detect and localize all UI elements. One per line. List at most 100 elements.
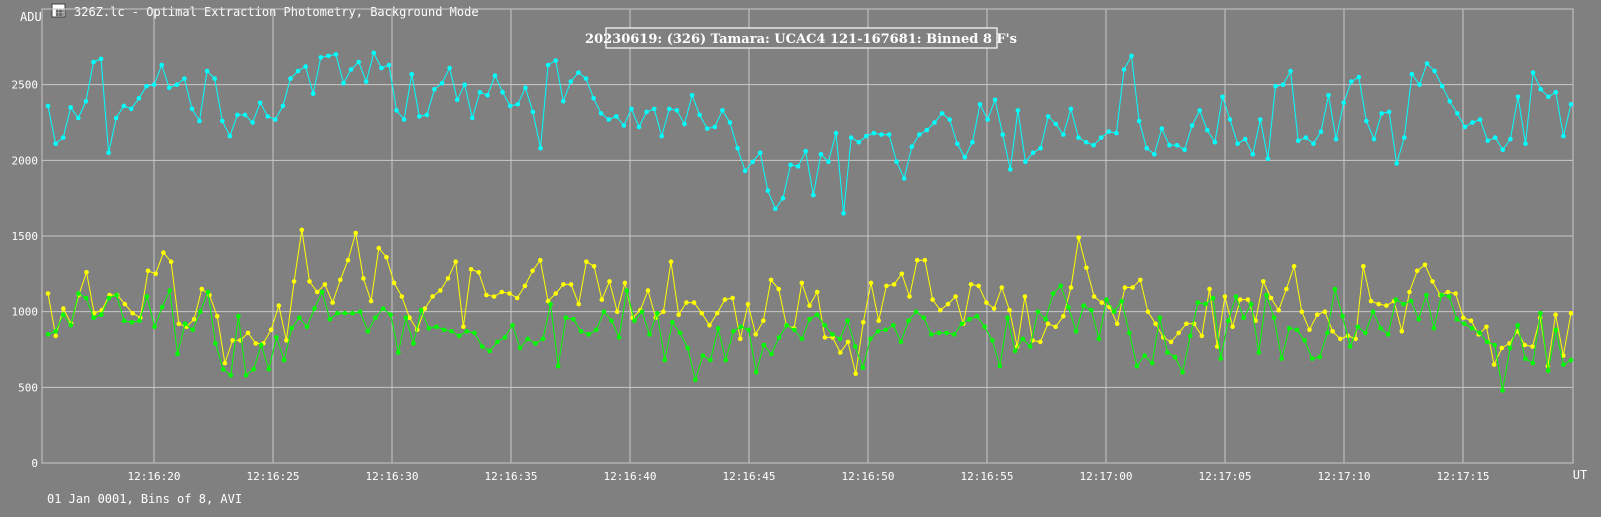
data-point [514, 295, 520, 301]
data-point [432, 86, 437, 92]
data-point [1470, 120, 1475, 125]
data-point [91, 310, 97, 316]
data-point [621, 123, 627, 128]
data-point [1061, 313, 1066, 319]
data-point [1317, 354, 1322, 360]
data-point [1414, 268, 1420, 274]
data-point [1439, 292, 1444, 298]
data-point [1499, 345, 1505, 351]
lightcurve-icon[interactable] [51, 3, 66, 18]
data-point [1145, 309, 1151, 315]
data-point [700, 353, 706, 358]
data-point [1386, 109, 1392, 115]
data-point [1005, 315, 1010, 321]
data-point [456, 333, 462, 339]
data-point [345, 257, 351, 263]
data-point [999, 285, 1005, 290]
data-point [91, 59, 96, 65]
x-tick-label: 12:17:15 [1437, 470, 1490, 483]
data-point [1326, 93, 1331, 98]
data-point [899, 271, 905, 277]
data-point [384, 254, 389, 260]
data-point [1492, 342, 1498, 348]
data-point [1142, 353, 1147, 358]
data-point [129, 320, 135, 325]
data-point [1530, 360, 1536, 366]
data-point [159, 304, 165, 310]
data-point [609, 318, 614, 324]
data-point [545, 62, 551, 68]
data-point [1182, 147, 1187, 152]
data-point [1176, 330, 1181, 336]
data-point [826, 159, 831, 165]
data-point [84, 270, 89, 275]
data-point [1340, 313, 1345, 319]
data-point [693, 377, 698, 383]
data-point [1043, 316, 1048, 322]
data-point [1153, 321, 1158, 327]
data-point [1500, 147, 1506, 152]
data-point [720, 108, 725, 113]
data-point [487, 348, 493, 354]
data-point [1439, 83, 1445, 89]
data-point [1197, 108, 1202, 113]
data-point [1445, 289, 1451, 295]
data-point [1076, 135, 1081, 140]
data-point [439, 80, 445, 86]
data-point [639, 309, 645, 315]
data-point [614, 309, 620, 315]
data-point [268, 327, 274, 333]
data-point [289, 326, 295, 331]
data-point [1546, 94, 1551, 100]
data-point [1222, 294, 1228, 299]
data-point [1353, 336, 1358, 342]
data-point [68, 323, 74, 328]
y-tick-label: 1500 [12, 230, 39, 243]
data-point [499, 289, 505, 295]
data-point [462, 82, 468, 87]
data-point [852, 344, 858, 349]
data-point [1393, 297, 1399, 302]
data-point [144, 294, 150, 299]
data-point [814, 312, 820, 318]
data-point [1099, 300, 1105, 305]
data-point [1061, 132, 1066, 137]
x-tick-label: 12:16:50 [842, 470, 895, 483]
data-point [1248, 301, 1254, 307]
data-point [1015, 108, 1021, 113]
data-point [970, 139, 975, 145]
data-point [583, 76, 589, 81]
data-point [1337, 336, 1343, 342]
data-point [1333, 136, 1339, 142]
data-point [765, 188, 771, 193]
data-point [1477, 330, 1482, 336]
data-point [341, 80, 346, 86]
data-point [1485, 138, 1490, 143]
data-point [968, 282, 974, 287]
data-point [500, 89, 505, 95]
data-point [122, 301, 128, 307]
data-point [363, 79, 369, 84]
data-point [426, 326, 432, 331]
data-point [106, 150, 111, 156]
data-point [1138, 277, 1143, 283]
series-line-2 [47, 229, 1572, 374]
data-point [1050, 291, 1056, 296]
data-point [145, 268, 151, 274]
data-point [768, 277, 774, 283]
data-point [144, 83, 149, 89]
data-point [1199, 333, 1205, 339]
data-point [1220, 94, 1225, 100]
data-point [281, 357, 287, 363]
data-point [670, 320, 675, 325]
data-point [1530, 70, 1536, 75]
data-point [1245, 297, 1251, 302]
data-point [245, 330, 251, 336]
data-point [837, 336, 843, 342]
data-point [616, 335, 622, 340]
data-point [1035, 309, 1041, 315]
data-point [1207, 286, 1212, 292]
data-point [45, 291, 51, 296]
data-point [814, 289, 820, 295]
data-point [833, 130, 839, 136]
